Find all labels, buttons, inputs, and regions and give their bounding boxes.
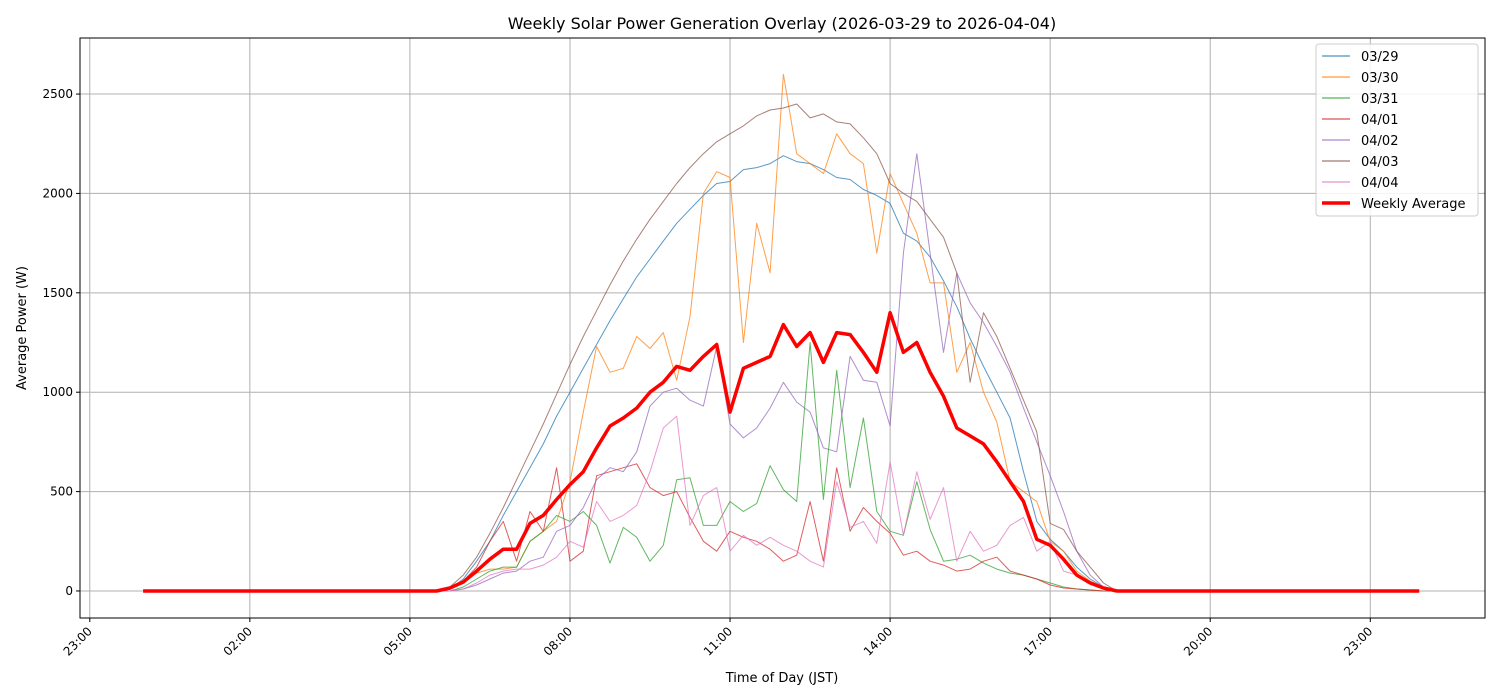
x-tick-label: 23:00 (1341, 624, 1375, 658)
legend: 03/29 03/30 03/31 04/01 04/02 04/03 04/04 Weekl… (1315, 43, 1479, 217)
series-line-03-29 (143, 155, 1420, 592)
y-axis: 0 500 1000 1500 2000 2500 (42, 87, 80, 598)
chart-title: Weekly Solar Power Generation Overlay (2… (508, 14, 1056, 33)
legend-label: 04/03 (1361, 155, 1398, 170)
series-line-04-02 (143, 153, 1420, 592)
x-tick-label: 08:00 (541, 624, 575, 658)
legend-label: 03/29 (1361, 50, 1398, 65)
legend-label: 04/01 (1361, 113, 1398, 128)
y-tick-label: 2000 (42, 186, 73, 200)
y-tick-label: 2500 (42, 87, 73, 101)
y-tick-label: 1500 (42, 286, 73, 300)
x-tick-label: 11:00 (701, 624, 735, 658)
legend-box (1315, 43, 1479, 217)
series-line-03-31 (143, 342, 1420, 592)
y-tick-label: 500 (50, 485, 73, 499)
weekly-average-line (143, 310, 1420, 593)
legend-label: 03/30 (1361, 71, 1398, 86)
series-line-04-04 (143, 415, 1420, 592)
x-tick-label: 20:00 (1181, 624, 1215, 658)
legend-label: 03/31 (1361, 92, 1398, 107)
plot-frame (79, 37, 1486, 619)
series-line-04-01 (143, 463, 1420, 592)
legend-label: 04/04 (1361, 176, 1398, 191)
x-axis: 23:00 02:00 05:00 08:00 11:00 14:00 17:00 20:00… (61, 618, 1375, 659)
legend-label: 04/02 (1361, 134, 1398, 149)
x-tick-label: 05:00 (381, 624, 415, 658)
series-line-04-03 (143, 103, 1420, 592)
x-tick-label: 14:00 (861, 624, 895, 658)
x-tick-label: 02:00 (221, 624, 255, 658)
x-tick-label: 17:00 (1021, 624, 1055, 658)
legend-label: Weekly Average (1361, 197, 1465, 212)
x-axis-label: Time of Day (JST) (725, 671, 839, 686)
series-group (143, 73, 1420, 593)
x-tick-label: 23:00 (61, 624, 95, 658)
y-tick-label: 1000 (42, 385, 73, 399)
y-axis-label: Average Power (W) (15, 266, 30, 390)
y-tick-label: 0 (65, 584, 73, 598)
